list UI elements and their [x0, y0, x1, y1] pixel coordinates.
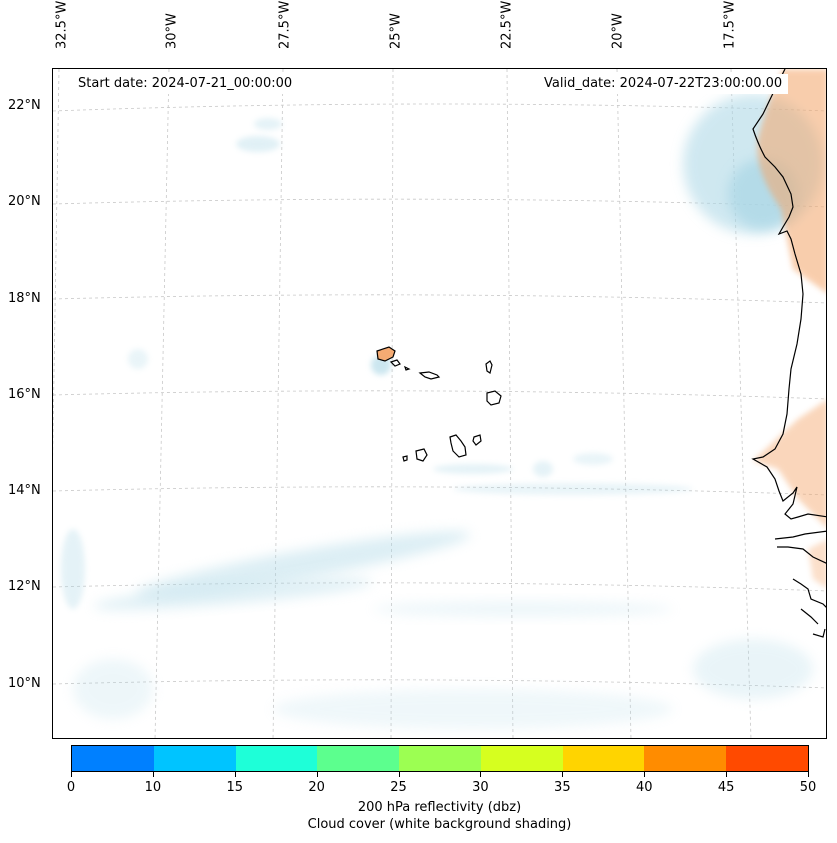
island-sal	[485, 360, 493, 374]
cloud-band-4	[453, 483, 693, 495]
colorbar-tick	[152, 772, 154, 777]
island-boa-vista	[486, 390, 502, 406]
lon-label-17-5w: 17.5°W	[722, 0, 738, 49]
gridline-lon-17-5w	[730, 69, 752, 738]
gridline-lat-22n	[53, 103, 826, 112]
colorbar-tick-label: 35	[554, 780, 571, 795]
colorbar-tick	[644, 772, 646, 777]
gridline-lon-20w	[616, 69, 632, 738]
island-santiago	[449, 434, 467, 458]
lon-label-32-5w: 32.5°W	[54, 0, 70, 49]
lat-label-22n: 22°N	[8, 98, 41, 113]
coastlines	[376, 69, 826, 638]
gridline-lon-32-5w	[53, 69, 60, 460]
map-panel	[52, 68, 827, 739]
gridline-lat-14n	[53, 486, 826, 496]
colorbar	[71, 745, 809, 772]
lon-label-22-5w: 22.5°W	[499, 0, 515, 49]
cloud-band-5	[433, 464, 513, 474]
island-maio	[472, 434, 482, 446]
colorbar-segment-0-10	[72, 746, 154, 771]
island-fogo	[415, 448, 428, 462]
colorbar-tick-label: 20	[308, 780, 325, 795]
colorbar-tick-label: 15	[226, 780, 244, 795]
start-date-label: Start date: 2024-07-21_00:00:00	[72, 74, 299, 94]
colorbar-tick	[234, 772, 236, 777]
land-shade-south	[753, 400, 826, 527]
coastline-guinea-bissau	[792, 578, 826, 638]
lat-label-10n: 10°N	[8, 676, 41, 691]
lat-label-20n: 20°N	[8, 194, 41, 209]
lat-label-12n: 12°N	[8, 579, 41, 594]
coastline-africa	[751, 69, 826, 520]
cloud-band-2	[93, 578, 373, 610]
cloud-patch-se	[693, 639, 813, 699]
gridline-lat-20n	[53, 198, 826, 208]
colorbar-segment-25-30	[399, 746, 481, 771]
land-shade-north	[757, 69, 826, 293]
lat-label-16n: 16°N	[8, 387, 41, 402]
colorbar-tick	[726, 772, 728, 777]
colorbar-tick	[808, 772, 809, 777]
coastline-gambia	[774, 530, 826, 564]
colorbar-tick-label: 45	[717, 780, 735, 795]
gridline-lon-22-5w	[506, 69, 514, 738]
cloud-patch-n1	[236, 136, 280, 152]
cloud-patch-mid2	[533, 461, 553, 477]
island-santo-antao-fill	[377, 347, 395, 361]
valid-date-label: Valid_date: 2024-07-22T23:00:00.00	[538, 74, 789, 94]
gridline-lat-16n	[53, 390, 826, 400]
island-sao-vicente	[389, 359, 401, 367]
map-canvas	[53, 69, 826, 738]
cloud-patch-n2	[254, 118, 282, 130]
colorbar-tick	[480, 772, 482, 777]
gridline-lon-30w	[154, 69, 170, 738]
colorbar-tick-label: 10	[144, 780, 162, 795]
island-brava	[402, 455, 408, 462]
cloud-cover-shading	[61, 94, 823, 729]
island-santa-luzia	[403, 365, 411, 371]
island-sao-nicolau	[418, 371, 441, 380]
lon-label-27-5w: 27.5°W	[277, 0, 293, 49]
colorbar-subtitle: Cloud cover (white background shading)	[307, 817, 572, 832]
cloud-patch-w	[61, 529, 85, 609]
lon-label-20w: 20°W	[610, 13, 626, 49]
island-santo-antao	[376, 346, 396, 362]
colorbar-tick	[562, 772, 564, 777]
gridline-lon-27-5w	[272, 69, 284, 738]
cloud-patch-w2	[73, 659, 153, 719]
land-shading	[377, 69, 826, 588]
colorbar-segment-10-15	[153, 746, 236, 771]
colorbar-segment-20-25	[317, 746, 400, 771]
colorbar-tick-label: 25	[390, 780, 407, 795]
land-shade-far-south	[808, 540, 826, 588]
colorbar-segment-30-35	[480, 746, 563, 771]
colorbar-segment-40-45	[644, 746, 727, 771]
colorbar-tick-label: 40	[635, 780, 653, 795]
colorbar-segment-45-50	[726, 746, 809, 771]
colorbar-title: 200 hPa reflectivity (dbz)	[357, 800, 522, 815]
gridline-lon-25w	[390, 69, 394, 738]
cloud-patch-w3	[128, 349, 148, 369]
lon-label-25w: 25°W	[388, 13, 404, 49]
colorbar-tick-label: 50	[799, 780, 817, 795]
colorbar-tick	[71, 772, 72, 777]
lat-label-18n: 18°N	[8, 291, 41, 306]
colorbar-tick	[398, 772, 400, 777]
cloud-band-3	[373, 601, 673, 617]
colorbar-tick-label: 0	[66, 780, 76, 795]
gridline-lat-18n	[53, 294, 826, 304]
gridline-lat-10n	[53, 679, 826, 689]
cloud-patch-mid	[573, 453, 613, 465]
colorbar-tick	[316, 772, 318, 777]
lat-label-14n: 14°N	[8, 483, 41, 498]
cloud-patch-s	[273, 689, 673, 729]
lon-label-30w: 30°W	[164, 13, 180, 49]
colorbar-segment-15-20	[235, 746, 318, 771]
colorbar-tick-label: 30	[472, 780, 489, 795]
colorbar-segment-35-40	[562, 746, 645, 771]
cloud-band-1	[135, 531, 471, 597]
